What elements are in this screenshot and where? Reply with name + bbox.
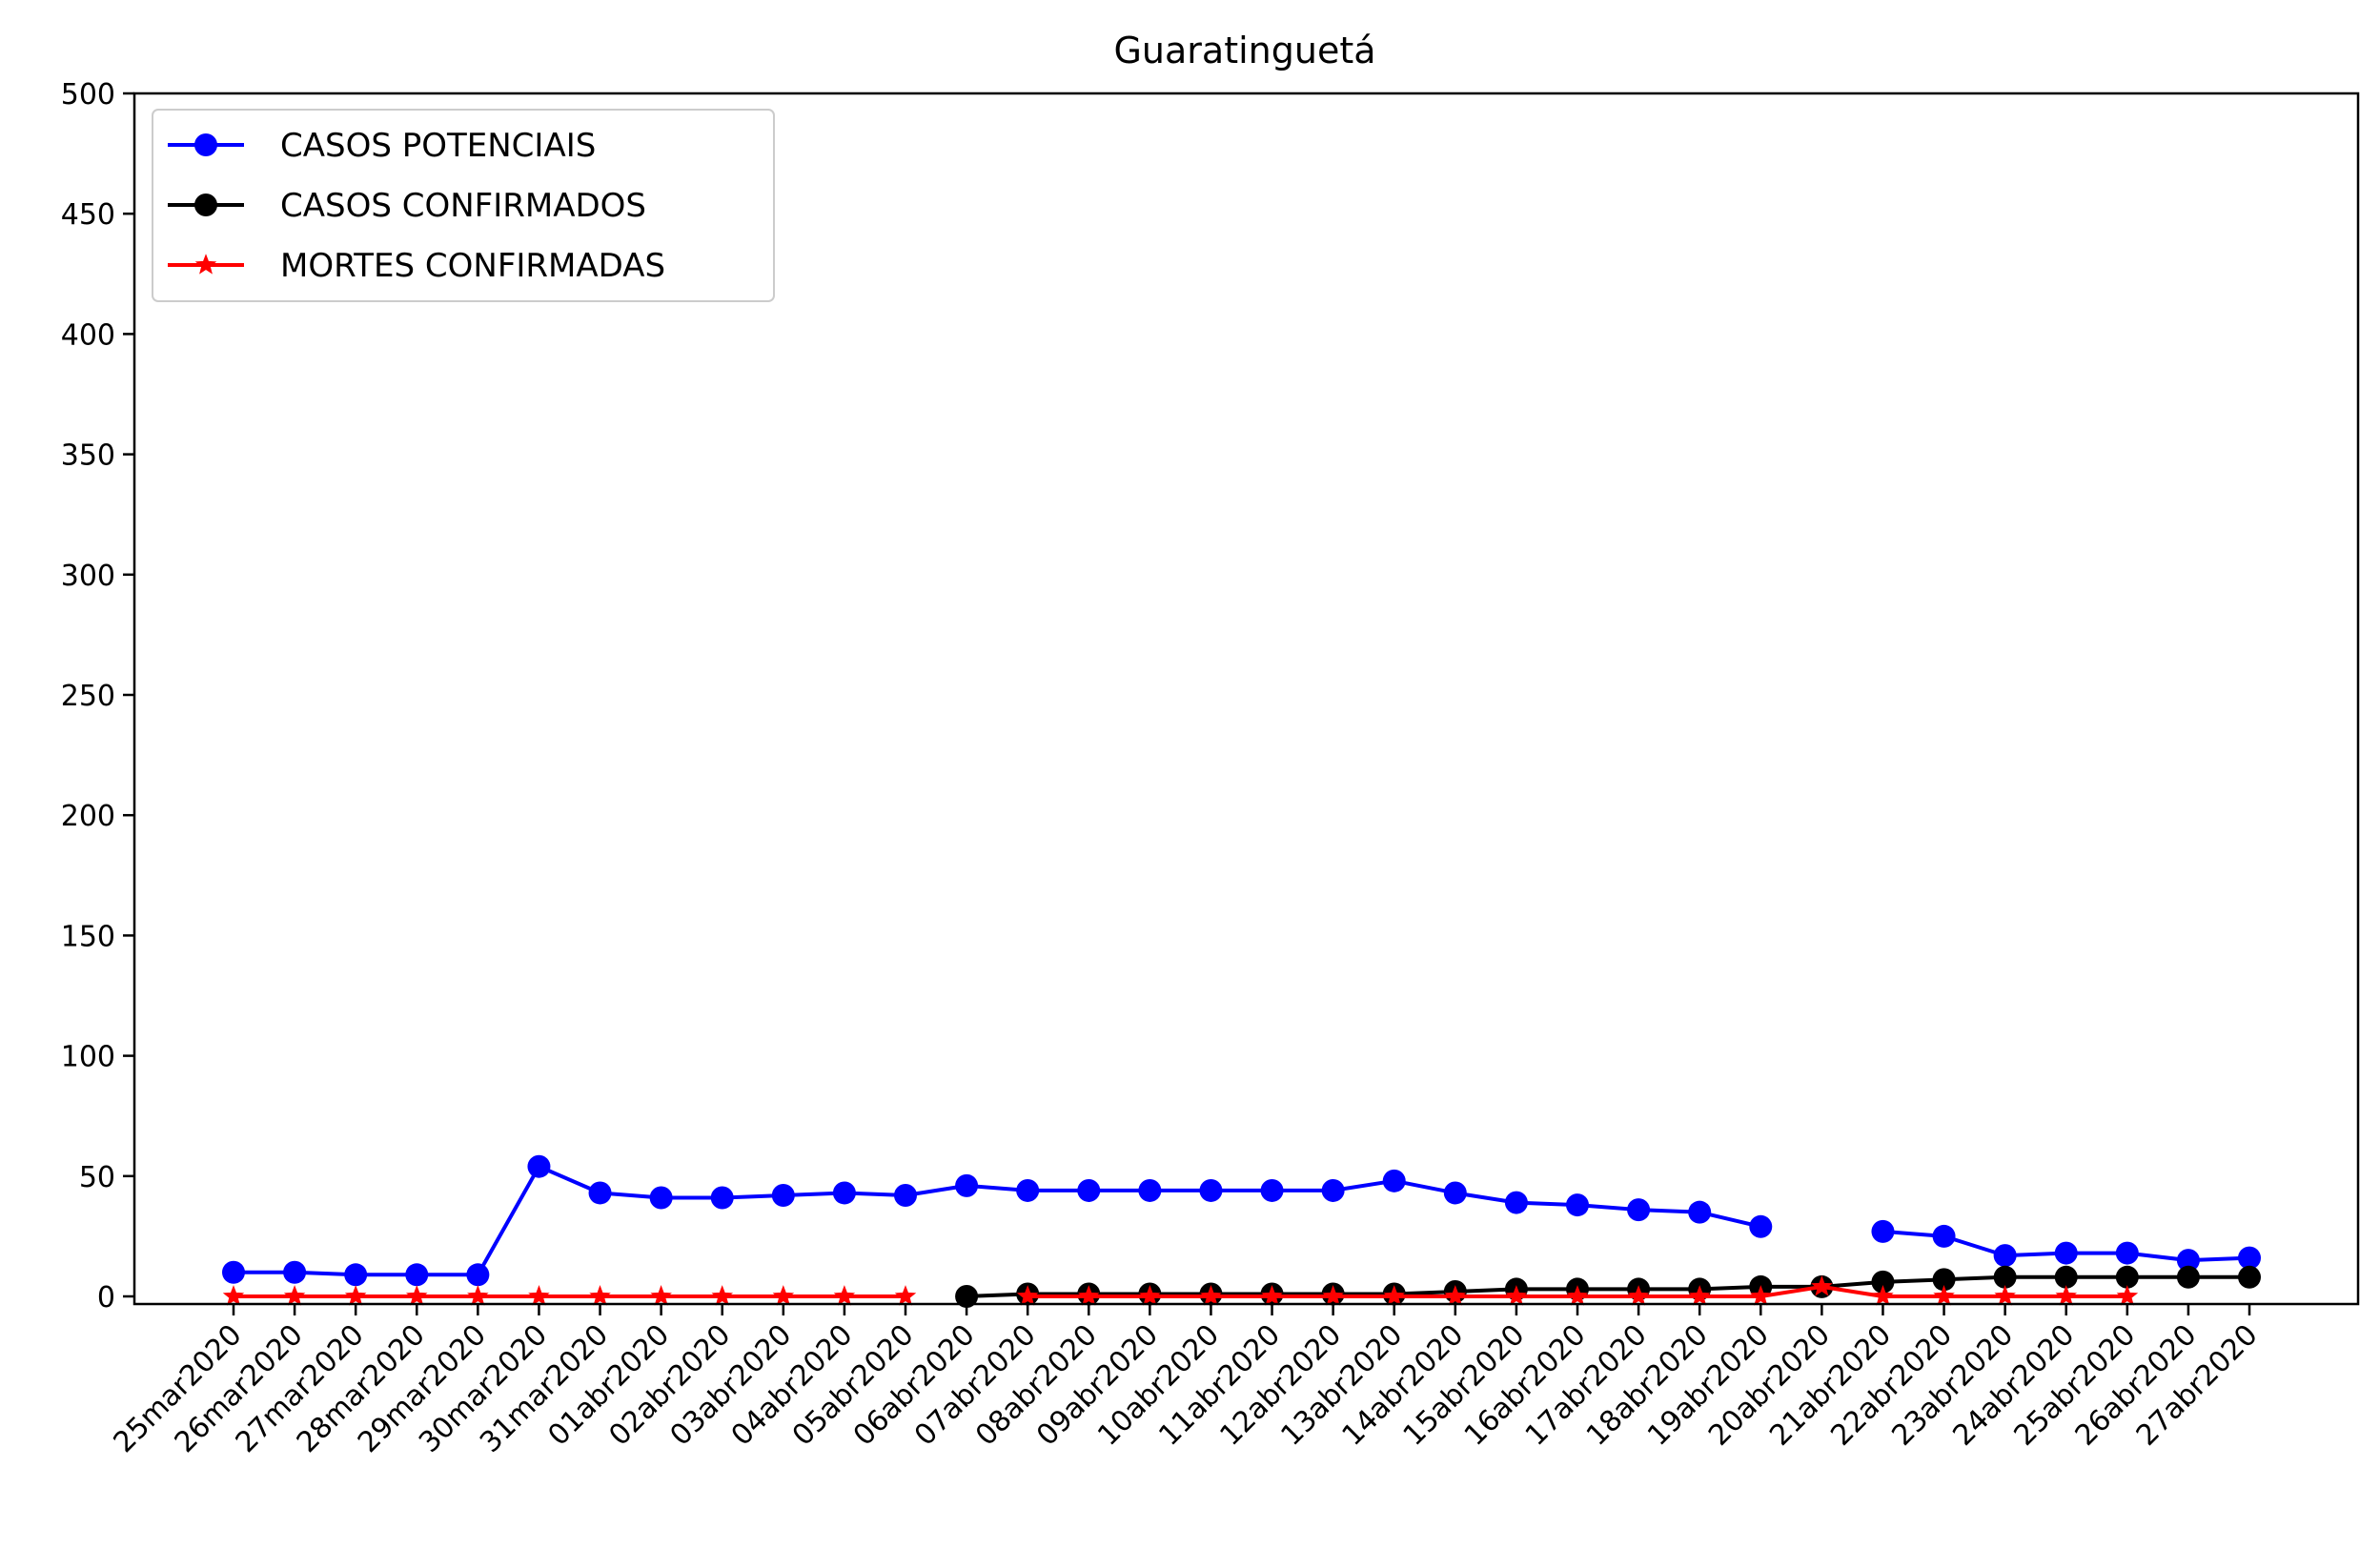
data-point [2116, 1285, 2139, 1306]
data-point [1139, 1285, 1161, 1306]
data-point [1749, 1285, 1772, 1306]
data-point [2238, 1265, 2261, 1289]
data-point [1993, 1265, 2017, 1289]
data-point [1627, 1285, 1650, 1306]
y-axis: 0 50 100 150 200 250 300 350 400 450 500 [61, 78, 134, 1315]
data-point [1688, 1200, 1712, 1224]
data-point [2115, 1241, 2139, 1265]
legend-marker [194, 133, 217, 156]
data-point [1383, 1285, 1406, 1306]
data-point [771, 1183, 795, 1207]
data-point [2176, 1249, 2200, 1273]
data-point [2055, 1285, 2078, 1306]
data-point [1199, 1178, 1223, 1202]
series-line [966, 1274, 2249, 1298]
data-point [1688, 1285, 1711, 1306]
data-point [1993, 1244, 2017, 1268]
data-point [344, 1263, 368, 1287]
data-point [955, 1285, 979, 1308]
data-point [1322, 1285, 1344, 1306]
data-point [1811, 1275, 1833, 1296]
data-point [1260, 1178, 1284, 1202]
data-point [2054, 1241, 2078, 1265]
data-point [1627, 1198, 1651, 1222]
data-point [283, 1285, 306, 1306]
legend-box [152, 109, 775, 302]
legend: CASOS POTENCIAIS CASOS CONFIRMADOS MORTES … [152, 109, 775, 302]
data-point [710, 1186, 734, 1210]
data-point [2238, 1246, 2261, 1270]
data-point [1444, 1285, 1467, 1306]
data-point [1566, 1193, 1589, 1217]
data-point [467, 1285, 489, 1306]
data-point [1200, 1285, 1222, 1306]
y-tick-label: 150 [61, 920, 115, 953]
y-tick-label: 500 [61, 78, 115, 112]
data-point [2115, 1265, 2139, 1289]
data-point [466, 1263, 490, 1287]
data-point [2054, 1265, 2078, 1289]
data-point [405, 1263, 429, 1287]
plot-frame [132, 92, 2360, 1306]
data-point [1871, 1270, 1895, 1294]
data-point [955, 1173, 979, 1197]
data-point [1077, 1285, 1100, 1306]
data-point [1871, 1219, 1895, 1243]
data-point [1994, 1285, 2016, 1306]
y-tick-label: 0 [97, 1281, 115, 1315]
y-tick-label: 350 [61, 439, 115, 473]
data-point [649, 1186, 673, 1210]
data-point [1261, 1285, 1283, 1306]
data-point [894, 1285, 917, 1306]
data-point [833, 1285, 856, 1306]
data-point [589, 1285, 611, 1306]
data-point [1138, 1178, 1162, 1202]
y-tick-label: 50 [79, 1161, 115, 1194]
data-point [1443, 1181, 1467, 1205]
series-2 [222, 1275, 2139, 1306]
y-tick-label: 200 [61, 800, 115, 833]
legend-marker [194, 194, 217, 216]
data-point [527, 1154, 551, 1178]
data-point [1016, 1178, 1040, 1202]
data-point [1933, 1285, 1955, 1306]
legend-label: CASOS CONFIRMADOS [280, 187, 646, 225]
data-point [405, 1285, 428, 1306]
data-point [711, 1285, 734, 1306]
data-point [1382, 1169, 1406, 1192]
series-0 [222, 1154, 2261, 1287]
data-point [588, 1181, 612, 1205]
data-point [1504, 1191, 1528, 1214]
data-point [1932, 1224, 1956, 1248]
legend-marker [194, 254, 217, 275]
data-point [1872, 1285, 1894, 1306]
data-point [344, 1285, 367, 1306]
chart-title: Guaratinguetá [1113, 30, 1375, 71]
data-point [650, 1285, 672, 1306]
data-point [528, 1285, 550, 1306]
y-tick-label: 250 [61, 680, 115, 713]
legend-label: MORTES CONFIRMADAS [280, 247, 665, 285]
data-point [894, 1183, 917, 1207]
data-point [1566, 1285, 1589, 1306]
data-point [222, 1260, 245, 1284]
data-point [1321, 1178, 1345, 1202]
data-point [1077, 1178, 1101, 1202]
data-point [832, 1181, 856, 1205]
legend-label: CASOS POTENCIAIS [280, 127, 596, 165]
y-tick-label: 400 [61, 318, 115, 352]
data-point [283, 1260, 307, 1284]
data-point [1749, 1214, 1773, 1238]
data-point [1016, 1285, 1039, 1306]
data-point [222, 1285, 245, 1306]
data-point [2176, 1265, 2200, 1289]
data-point [772, 1285, 795, 1306]
y-tick-label: 300 [61, 560, 115, 593]
y-tick-label: 100 [61, 1041, 115, 1074]
data-point [1505, 1285, 1528, 1306]
series-layer [222, 1154, 2261, 1308]
data-point [1932, 1268, 1956, 1292]
y-tick-label: 450 [61, 198, 115, 232]
